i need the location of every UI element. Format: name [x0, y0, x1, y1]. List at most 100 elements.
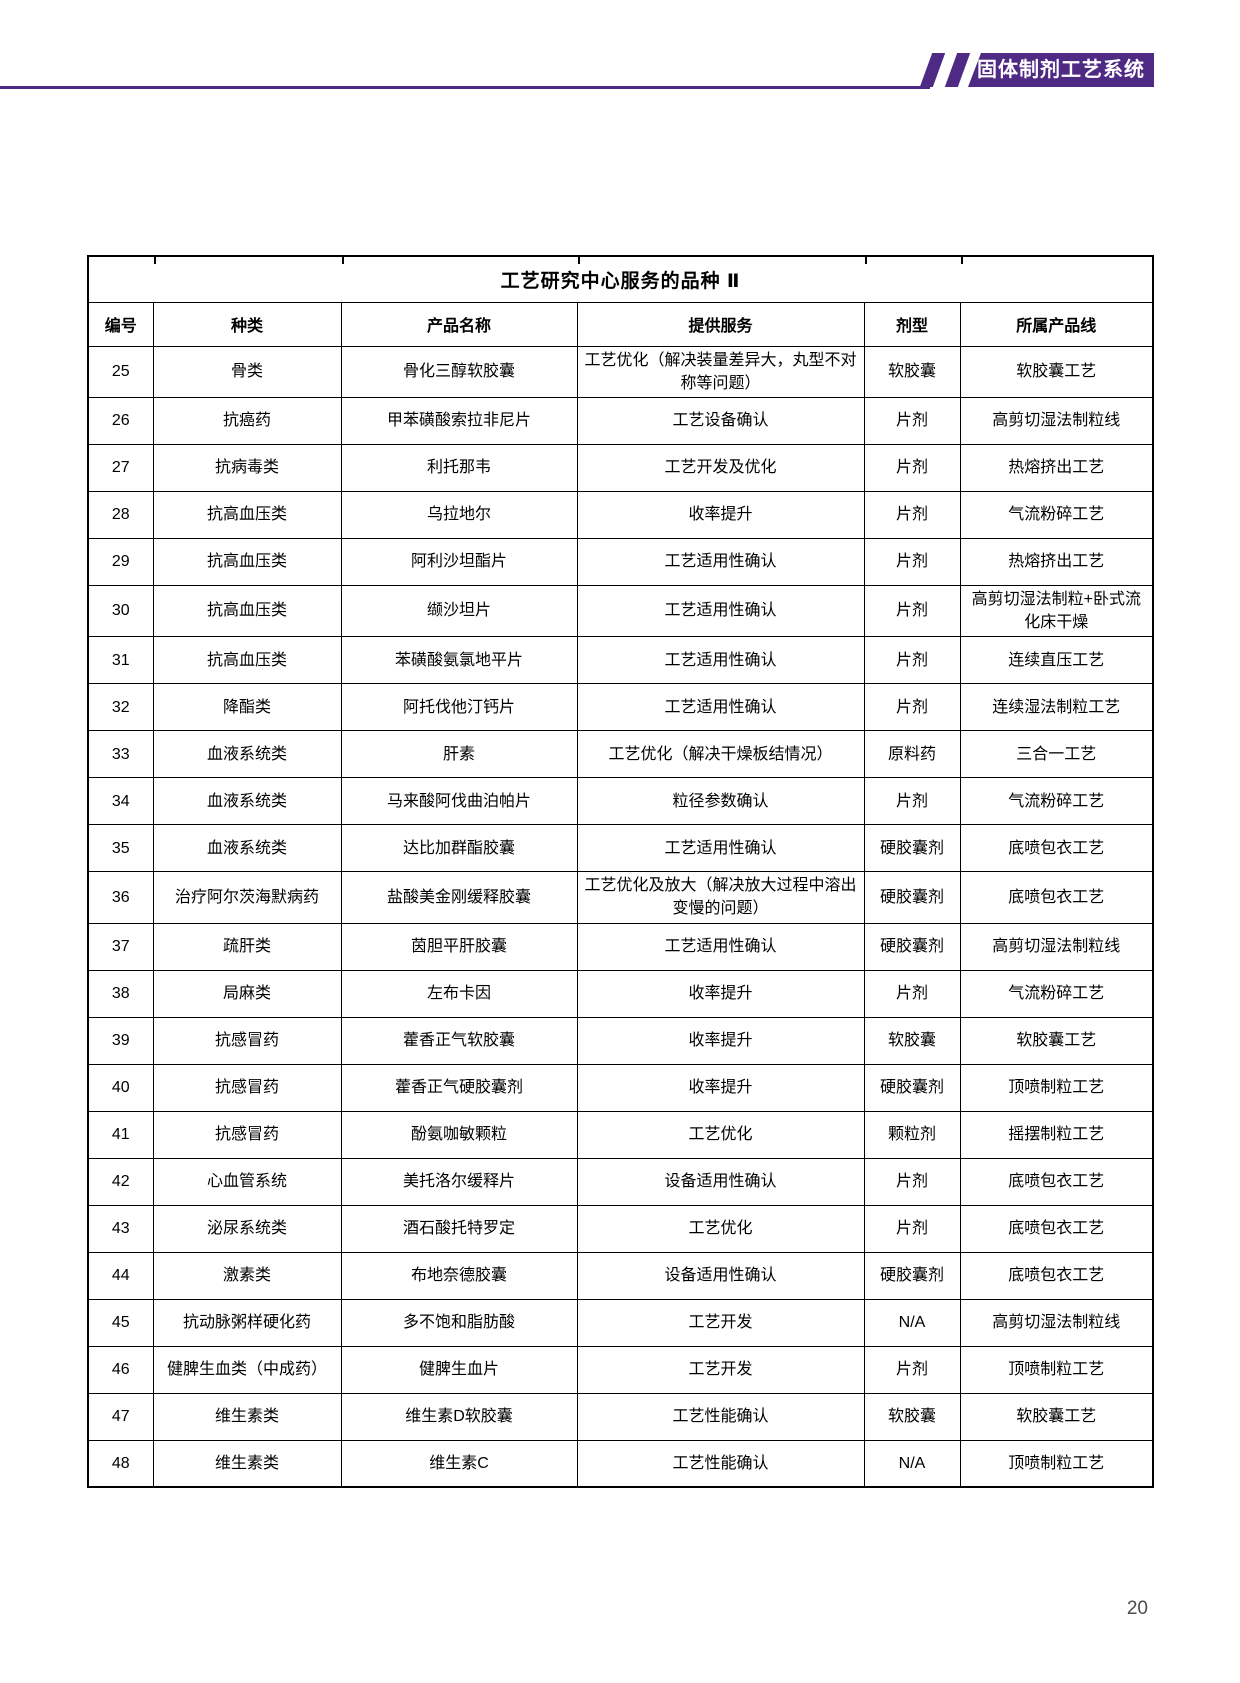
table-body: 25 骨类 骨化三醇软胶囊 工艺优化（解决装量差异大，丸型不对称等问题） 软胶囊 软胶囊工…: [87, 345, 1154, 1488]
table-row: 40 抗感冒药 藿香正气硬胶囊剂 收率提升 硬胶囊剂 顶喷制粒工艺: [87, 1063, 1154, 1112]
table-cell-line: 底喷包衣工艺: [959, 871, 1154, 924]
column-header: 提供服务: [576, 301, 865, 347]
table-cell-category: 健脾生血类（中成药）: [152, 1345, 342, 1394]
table-cell-product: 健脾生血片: [340, 1345, 578, 1394]
table-cell-line: 连续直压工艺: [959, 636, 1154, 685]
table-cell-product: 阿托伐他汀钙片: [340, 683, 578, 732]
table-cell-no: 44: [87, 1251, 154, 1300]
table-cell-line: 气流粉碎工艺: [959, 490, 1154, 539]
column-header: 剂型: [863, 301, 961, 347]
table-cell-category: 抗感冒药: [152, 1063, 342, 1112]
table-title-text: 工艺研究中心服务的品种 Ⅱ: [500, 270, 741, 292]
table-cell-form: 片剂: [863, 1345, 961, 1394]
table-cell-service: 工艺适用性确认: [576, 584, 865, 638]
table-cell-service: 工艺适用性确认: [576, 824, 865, 873]
page-number: 20: [1126, 1598, 1148, 1619]
table-cell-form: 片剂: [863, 777, 961, 826]
column-divider-tick: [578, 257, 580, 264]
table-cell-product: 盐酸美金刚缓释胶囊: [340, 871, 578, 924]
table-cell-form: 原料药: [863, 730, 961, 779]
table-cell-line: 顶喷制粒工艺: [959, 1345, 1154, 1394]
table-title-row: 工艺研究中心服务的品种 Ⅱ: [87, 255, 1154, 303]
table-row: 29 抗高血压类 阿利沙坦酯片 工艺适用性确认 片剂 热熔挤出工艺: [87, 537, 1154, 586]
table-cell-no: 45: [87, 1298, 154, 1347]
table-cell-service: 工艺优化: [576, 1110, 865, 1159]
column-divider-tick: [154, 257, 156, 264]
table-cell-line: 顶喷制粒工艺: [959, 1063, 1154, 1112]
table-cell-service: 工艺适用性确认: [576, 537, 865, 586]
table-row: 47 维生素类 维生素D软胶囊 工艺性能确认 软胶囊 软胶囊工艺: [87, 1392, 1154, 1441]
table-cell-service: 工艺性能确认: [576, 1392, 865, 1441]
table-cell-line: 高剪切湿法制粒线: [959, 922, 1154, 971]
table-cell-form: 片剂: [863, 969, 961, 1018]
table-cell-category: 抗感冒药: [152, 1016, 342, 1065]
table-header-row: 编号 种类 产品名称 提供服务 剂型 所属产品线: [87, 301, 1154, 347]
table-cell-form: 软胶囊: [863, 1392, 961, 1441]
table-cell-no: 28: [87, 490, 154, 539]
table-cell-category: 血液系统类: [152, 777, 342, 826]
table-cell-category: 维生素类: [152, 1439, 342, 1488]
table-cell-product: 布地奈德胶囊: [340, 1251, 578, 1300]
table-cell-line: 顶喷制粒工艺: [959, 1439, 1154, 1488]
table-cell-form: N/A: [863, 1439, 961, 1488]
table-cell-form: 软胶囊: [863, 345, 961, 398]
table-cell-service: 设备适用性确认: [576, 1251, 865, 1300]
table-cell-service: 工艺优化（解决干燥板结情况）: [576, 730, 865, 779]
table-cell-category: 骨类: [152, 345, 342, 398]
table-cell-form: 片剂: [863, 537, 961, 586]
table-cell-category: 抗感冒药: [152, 1110, 342, 1159]
banner-stripe-icon: [944, 53, 971, 87]
table-cell-product: 达比加群酯胶囊: [340, 824, 578, 873]
table-cell-line: 底喷包衣工艺: [959, 1251, 1154, 1300]
column-divider-tick: [865, 257, 867, 264]
table-cell-category: 局麻类: [152, 969, 342, 1018]
table-cell-no: 26: [87, 396, 154, 445]
banner-title: 固体制剂工艺系统: [968, 53, 1154, 87]
table-cell-service: 工艺优化: [576, 1204, 865, 1253]
table-cell-line: 热熔挤出工艺: [959, 537, 1154, 586]
table-row: 45 抗动脉粥样硬化药 多不饱和脂肪酸 工艺开发 N/A 高剪切湿法制粒线: [87, 1298, 1154, 1347]
table-row: 48 维生素类 维生素C 工艺性能确认 N/A 顶喷制粒工艺: [87, 1439, 1154, 1488]
table-cell-line: 热熔挤出工艺: [959, 443, 1154, 492]
table-cell-no: 41: [87, 1110, 154, 1159]
table-cell-service: 收率提升: [576, 1016, 865, 1065]
table-cell-no: 39: [87, 1016, 154, 1065]
table-cell-service: 工艺性能确认: [576, 1439, 865, 1488]
table-cell-form: 硬胶囊剂: [863, 1063, 961, 1112]
table-cell-line: 气流粉碎工艺: [959, 969, 1154, 1018]
table-cell-category: 泌尿系统类: [152, 1204, 342, 1253]
table-cell-service: 工艺优化及放大（解决放大过程中溶出变慢的问题）: [576, 871, 865, 924]
table-cell-form: N/A: [863, 1298, 961, 1347]
table-cell-no: 47: [87, 1392, 154, 1441]
table-cell-no: 46: [87, 1345, 154, 1394]
table-row: 37 疏肝类 茵胆平肝胶囊 工艺适用性确认 硬胶囊剂 高剪切湿法制粒线: [87, 922, 1154, 971]
column-header: 所属产品线: [959, 301, 1154, 347]
table-cell-line: 软胶囊工艺: [959, 345, 1154, 398]
table-cell-product: 马来酸阿伐曲泊帕片: [340, 777, 578, 826]
table-cell-product: 多不饱和脂肪酸: [340, 1298, 578, 1347]
table-cell-form: 软胶囊: [863, 1016, 961, 1065]
table-row: 31 抗高血压类 苯磺酸氨氯地平片 工艺适用性确认 片剂 连续直压工艺: [87, 636, 1154, 685]
table-cell-form: 片剂: [863, 396, 961, 445]
table-cell-line: 三合一工艺: [959, 730, 1154, 779]
table-cell-no: 31: [87, 636, 154, 685]
table-row: 28 抗高血压类 乌拉地尔 收率提升 片剂 气流粉碎工艺: [87, 490, 1154, 539]
table-cell-category: 心血管系统: [152, 1157, 342, 1206]
table-cell-form: 片剂: [863, 636, 961, 685]
table-cell-product: 维生素C: [340, 1439, 578, 1488]
table-cell-product: 酚氨咖敏颗粒: [340, 1110, 578, 1159]
table-cell-no: 36: [87, 871, 154, 924]
table-cell-service: 收率提升: [576, 1063, 865, 1112]
table-cell-product: 苯磺酸氨氯地平片: [340, 636, 578, 685]
column-divider-tick: [961, 257, 963, 264]
table-cell-product: 藿香正气硬胶囊剂: [340, 1063, 578, 1112]
table-cell-product: 茵胆平肝胶囊: [340, 922, 578, 971]
table-cell-form: 片剂: [863, 584, 961, 638]
table-cell-no: 37: [87, 922, 154, 971]
table-cell-service: 收率提升: [576, 969, 865, 1018]
table-cell-product: 美托洛尔缓释片: [340, 1157, 578, 1206]
table-cell-no: 40: [87, 1063, 154, 1112]
table-cell-product: 左布卡因: [340, 969, 578, 1018]
table-cell-product: 维生素D软胶囊: [340, 1392, 578, 1441]
